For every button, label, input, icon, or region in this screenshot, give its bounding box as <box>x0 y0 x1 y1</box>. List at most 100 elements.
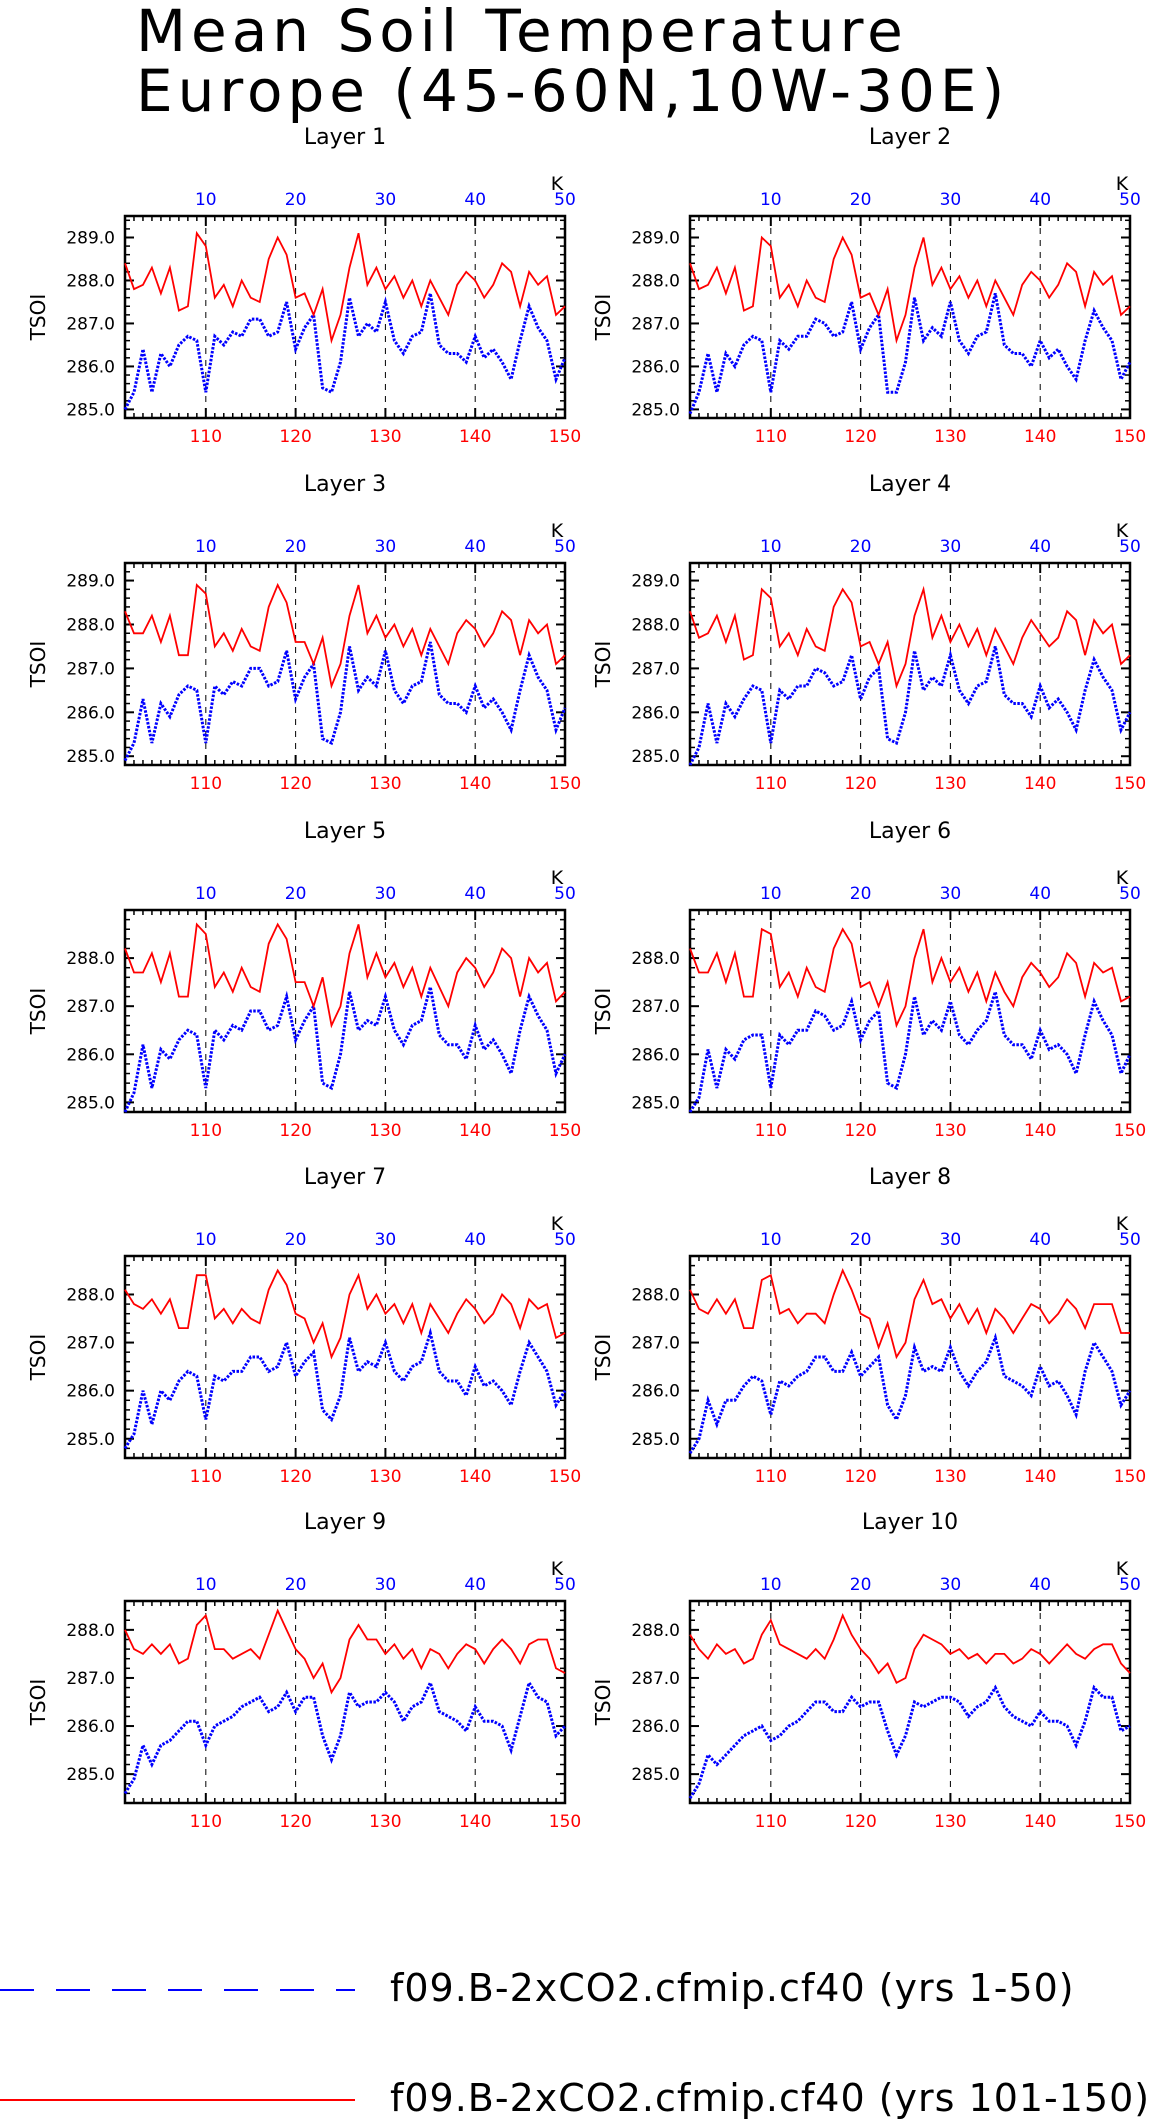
x-tick-label-top: 20 <box>850 884 872 904</box>
x-tick-label-top: 40 <box>464 884 486 904</box>
plot-frame <box>123 561 567 767</box>
x-tick-label-bottom: 110 <box>190 427 222 447</box>
y-tick-label: 289.0 <box>66 228 115 248</box>
x-tick-label-top: 20 <box>285 884 307 904</box>
x-tick-label-bottom: 110 <box>190 1812 222 1832</box>
x-tick-label-top: 40 <box>464 1230 486 1250</box>
series-line-red <box>124 922 566 1029</box>
x-tick-label-top: 40 <box>464 537 486 557</box>
x-tick-label-top: 10 <box>195 1575 217 1595</box>
x-tick-label-bottom: 120 <box>844 1121 876 1141</box>
top-axis-label: K <box>1116 173 1129 195</box>
y-axis-label: TSOI <box>26 1334 50 1382</box>
plot-frame <box>688 1599 1132 1805</box>
y-tick-label: 288.0 <box>631 271 680 291</box>
y-tick-label: 285.0 <box>631 1765 680 1785</box>
x-tick-label-bottom: 110 <box>755 1121 787 1141</box>
x-tick-label-bottom: 110 <box>190 774 222 794</box>
x-tick-label-top: 50 <box>554 884 576 904</box>
x-tick-label-bottom: 140 <box>1024 427 1056 447</box>
x-tick-label-top: 30 <box>375 884 397 904</box>
x-tick-label-top: 50 <box>1119 537 1141 557</box>
panel-7: Layer 7 285.0 286.0 287.0 288.0 110 120 130 140 1… <box>26 1165 581 1487</box>
y-tick-label: 288.0 <box>66 271 115 291</box>
x-tick-label-top: 50 <box>554 1575 576 1595</box>
panel-10: Layer 10 285.0 286.0 287.0 288.0 110 120 130 140… <box>591 1510 1146 1832</box>
series-line-blue <box>688 1332 1132 1454</box>
x-tick-label-bottom: 110 <box>190 1121 222 1141</box>
x-tick-label-bottom: 150 <box>549 1121 581 1141</box>
x-tick-label-bottom: 140 <box>1024 1121 1056 1141</box>
x-tick-label-bottom: 130 <box>369 1812 401 1832</box>
x-tick-label-bottom: 130 <box>934 1812 966 1832</box>
y-tick-label: 287.0 <box>66 659 115 679</box>
series-line-blue <box>688 1684 1131 1799</box>
series-line-blue <box>123 1327 567 1450</box>
plot-frame <box>688 561 1132 767</box>
x-tick-label-bottom: 150 <box>1114 1812 1146 1832</box>
panel-9: Layer 9 285.0 286.0 287.0 288.0 110 120 130 140 1… <box>26 1510 581 1832</box>
x-tick-label-top: 10 <box>760 537 782 557</box>
x-tick-label-top: 40 <box>1029 1575 1051 1595</box>
x-tick-label-top: 30 <box>940 1575 962 1595</box>
x-tick-label-top: 30 <box>940 190 962 210</box>
y-tick-label: 288.0 <box>631 949 680 969</box>
x-tick-label-top: 50 <box>554 190 576 210</box>
series-line-blue <box>688 985 1132 1113</box>
top-axis-label: K <box>1116 520 1129 542</box>
y-tick-label: 287.0 <box>631 1334 680 1354</box>
plot-frame <box>688 908 1132 1114</box>
x-tick-label-bottom: 150 <box>549 427 581 447</box>
chart-title-line1: Mean Soil Temperature <box>136 0 908 65</box>
x-tick-label-bottom: 110 <box>755 1812 787 1832</box>
y-tick-label: 286.0 <box>66 1045 115 1065</box>
x-tick-label-bottom: 120 <box>844 1467 876 1487</box>
x-tick-label-top: 40 <box>464 190 486 210</box>
x-tick-label-top: 40 <box>464 1575 486 1595</box>
top-axis-label: K <box>551 520 564 542</box>
series-line-red <box>689 235 1131 345</box>
x-tick-label-top: 30 <box>375 1230 397 1250</box>
y-tick-label: 285.0 <box>631 400 680 420</box>
y-tick-label: 286.0 <box>66 1717 115 1737</box>
x-tick-label-top: 10 <box>760 190 782 210</box>
x-tick-label-bottom: 140 <box>459 1467 491 1487</box>
y-tick-label: 285.0 <box>631 1430 680 1450</box>
y-tick-label: 286.0 <box>66 357 115 377</box>
y-tick-label: 287.0 <box>66 997 115 1017</box>
top-axis-label: K <box>1116 1558 1129 1580</box>
y-axis-label: TSOI <box>26 294 50 342</box>
top-axis-label: K <box>551 1213 564 1235</box>
x-tick-label-bottom: 140 <box>1024 774 1056 794</box>
x-tick-label-top: 10 <box>195 884 217 904</box>
panel-title: Layer 6 <box>869 819 951 844</box>
x-tick-label-bottom: 120 <box>279 1467 311 1487</box>
x-tick-label-bottom: 140 <box>1024 1812 1056 1832</box>
y-tick-label: 285.0 <box>631 747 680 767</box>
series-line-red <box>689 1268 1130 1360</box>
y-tick-label: 285.0 <box>631 1093 680 1113</box>
x-tick-label-top: 30 <box>940 537 962 557</box>
panel-title: Layer 10 <box>862 1510 958 1535</box>
x-tick-label-top: 10 <box>760 1575 782 1595</box>
y-axis-label: TSOI <box>26 988 50 1036</box>
x-tick-label-top: 20 <box>850 190 872 210</box>
y-tick-label: 285.0 <box>66 747 115 767</box>
panel-1: Layer 1 285.0 286.0 287.0 288.0 289.0 110 120 13… <box>26 125 581 447</box>
x-tick-label-top: 10 <box>195 190 217 210</box>
panel-title: Layer 2 <box>869 125 951 150</box>
y-tick-label: 286.0 <box>66 1382 115 1402</box>
plot-frame <box>123 908 567 1114</box>
y-tick-label: 287.0 <box>66 1669 115 1689</box>
y-axis-label: TSOI <box>591 1679 615 1727</box>
x-tick-label-bottom: 120 <box>279 1121 311 1141</box>
x-tick-label-top: 20 <box>850 1230 872 1250</box>
y-tick-label: 286.0 <box>631 1382 680 1402</box>
y-axis-label: TSOI <box>591 1334 615 1382</box>
plot-frame <box>688 214 1132 420</box>
x-tick-label-bottom: 140 <box>459 1121 491 1141</box>
series-line-blue <box>123 293 567 411</box>
series-line-red <box>689 927 1131 1029</box>
y-tick-label: 288.0 <box>631 1621 680 1641</box>
x-tick-label-top: 50 <box>1119 1575 1141 1595</box>
